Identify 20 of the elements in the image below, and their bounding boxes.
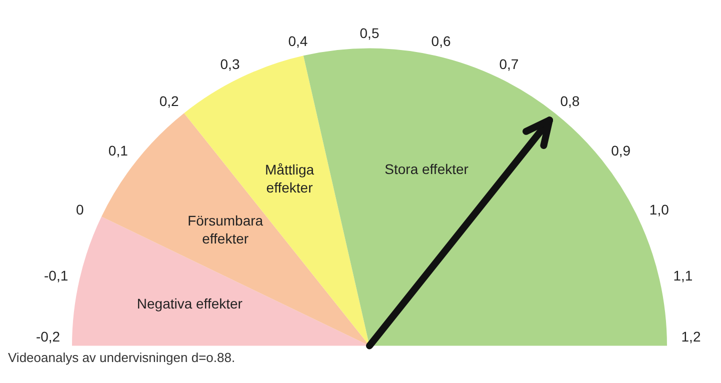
text: -0,2 [36,328,60,345]
text: 0,2 [159,93,179,110]
text: 0,7 [499,56,519,72]
text: 0 [76,201,84,218]
text: 0,9 [611,142,631,158]
text: 0,5 [360,25,380,42]
text: 0,3 [220,56,240,72]
slice-label: Försumbara effekter [188,212,264,247]
text: -0,1 [44,267,68,284]
slice-label: Negativa effekter [136,296,243,312]
text: 1,2 [681,328,701,345]
text: 1,1 [673,267,693,284]
text: 0,6 [431,32,451,49]
text: Videoanalys av undervisningen d=o.88. [8,350,236,365]
slice-label: Stora effekter [384,161,469,178]
text: 0,1 [108,142,128,158]
text: 0,4 [288,32,308,49]
text: 0,8 [560,93,580,110]
slice-label: Måttliga effekter [265,161,314,196]
text: 1,0 [649,201,670,218]
